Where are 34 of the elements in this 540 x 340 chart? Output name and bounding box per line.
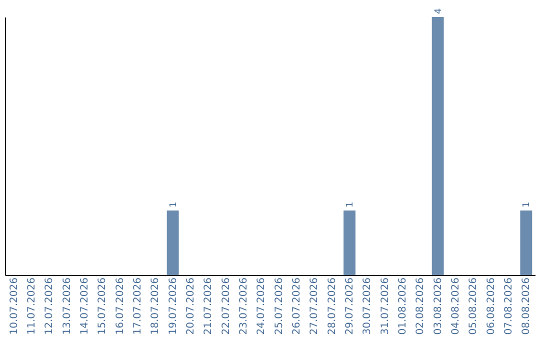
x-tick-label: 01.08.2026 xyxy=(398,278,408,335)
x-tick-label: 17.07.2026 xyxy=(132,278,144,335)
x-tick-label: 24.07.2026 xyxy=(256,278,268,335)
x-tick-label: 02.08.2026 xyxy=(415,278,426,335)
x-tick-label: 04.08.2026 xyxy=(450,278,462,335)
x-tick-label: 20.07.2026 xyxy=(186,278,196,335)
x-tick-label: 29.07.2026 xyxy=(344,278,356,335)
data-label: 4 xyxy=(434,8,444,14)
x-tick-label: 23.07.2026 xyxy=(238,278,250,335)
x-tick-label: 30.07.2026 xyxy=(362,278,374,335)
x-tick-label: 18.07.2026 xyxy=(150,278,162,335)
data-label: 1 xyxy=(346,202,356,208)
x-tick-label: 08.08.2026 xyxy=(521,278,532,335)
data-label: 1 xyxy=(522,202,532,208)
x-tick-label: 03.08.2026 xyxy=(432,278,444,335)
x-tick-label: 15.07.2026 xyxy=(97,278,108,335)
x-tick-label: 16.07.2026 xyxy=(114,278,126,335)
x-tick-label: 14.07.2026 xyxy=(80,278,90,335)
x-tick-label: 22.07.2026 xyxy=(220,278,232,335)
data-label: 1 xyxy=(168,202,179,208)
x-tick-label: 26.07.2026 xyxy=(292,278,302,335)
x-tick-label: 19.07.2026 xyxy=(168,278,179,335)
x-tick-label: 27.07.2026 xyxy=(309,278,320,335)
x-tick-label: 31.07.2026 xyxy=(380,278,391,335)
x-tick-label: 11.07.2026 xyxy=(26,278,38,335)
x-tick-label: 05.08.2026 xyxy=(468,278,480,335)
x-tick-label: 10.07.2026 xyxy=(8,278,20,335)
x-tick-label: 28.07.2026 xyxy=(326,278,338,335)
x-tick-label: 25.07.2026 xyxy=(274,278,285,335)
x-tick-label: 07.08.2026 xyxy=(504,278,514,335)
x-tick-label: 12.07.2026 xyxy=(44,278,56,335)
x-tick-label: 06.08.2026 xyxy=(486,278,497,335)
x-tick-label: 13.07.2026 xyxy=(62,278,73,335)
x-tick-label: 21.07.2026 xyxy=(203,278,214,335)
